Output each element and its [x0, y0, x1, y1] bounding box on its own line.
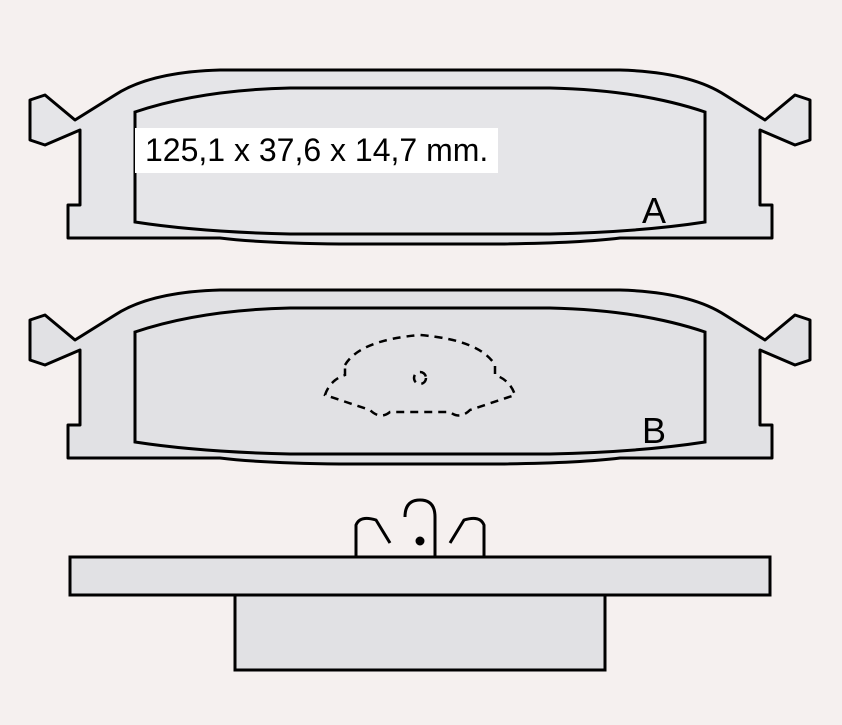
pad-label-a: A	[642, 190, 666, 232]
pad-label-b: B	[642, 410, 666, 452]
dimensions-label: 125,1 x 37,6 x 14,7 mm.	[135, 128, 498, 173]
brake-pad-diagram: 125,1 x 37,6 x 14,7 mm. A B	[0, 0, 842, 720]
brake-pad-side-view	[70, 500, 770, 670]
brake-pad-b	[30, 290, 810, 464]
